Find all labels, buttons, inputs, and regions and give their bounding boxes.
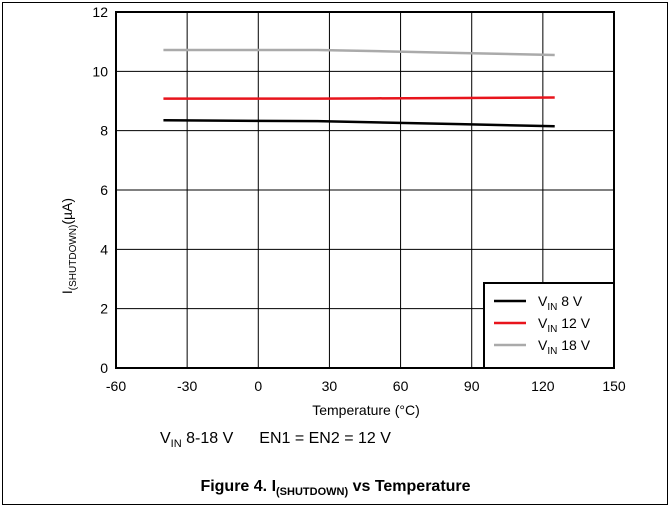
caption-prefix: Figure 4. I	[200, 478, 277, 495]
legend-entry: VIN 12 V	[538, 315, 591, 335]
x-tick-label: 30	[322, 378, 338, 394]
series-line	[163, 48, 555, 57]
vin-condition: VIN 8-18 V	[160, 430, 234, 451]
series-lines	[163, 48, 555, 128]
x-tick-label: 120	[531, 378, 555, 394]
plot-border	[115, 11, 615, 369]
x-tick-label: 150	[602, 378, 626, 394]
y-tick-label: 4	[100, 241, 108, 257]
y-tick-label: 2	[100, 301, 108, 317]
legend-entry: VIN 18 V	[538, 337, 591, 357]
y-axis-label: I(SHUTDOWN)(µA)	[59, 198, 79, 294]
legend-entry-sub: IN	[547, 302, 557, 313]
x-tick-label: 0	[254, 378, 262, 394]
y-tick-label: 12	[92, 4, 108, 20]
legend-entry-main: V	[538, 337, 548, 353]
vin-main: V	[160, 430, 171, 447]
x-axis-label: Temperature (°C)	[312, 402, 420, 418]
legend-box	[483, 282, 615, 369]
legend-entry-sub: IN	[547, 346, 557, 357]
series-line	[163, 119, 555, 128]
legend-entry-rest: 8 V	[557, 293, 583, 309]
y-axis-label-sub: (SHUTDOWN)	[68, 225, 79, 291]
caption-suffix: vs Temperature	[348, 478, 471, 495]
figure-caption: Figure 4. I(SHUTDOWN) vs Temperature	[0, 478, 671, 498]
y-axis-label-main: I	[59, 290, 75, 294]
caption-sub: (SHUTDOWN)	[276, 486, 349, 499]
x-tick-label: -60	[106, 378, 126, 394]
x-tick-label: 60	[393, 378, 409, 394]
y-tick-label: 8	[100, 123, 108, 139]
x-axis-ticks: -60 -30 0 30 60 90 120 150	[106, 378, 626, 394]
y-tick-label: 0	[100, 360, 108, 376]
vin-rest: 8-18 V	[181, 430, 234, 447]
y-tick-label: 6	[100, 182, 108, 198]
x-tick-label: 90	[464, 378, 480, 394]
legend-entry: VIN 8 V	[538, 293, 583, 313]
test-condition: VIN 8-18 V EN1 = EN2 = 12 V	[160, 430, 391, 450]
vin-sub: IN	[170, 438, 182, 451]
legend-entry-main: V	[538, 293, 548, 309]
y-axis-label-unit: (µA)	[59, 198, 75, 225]
enable-condition: EN1 = EN2 = 12 V	[259, 430, 391, 447]
y-axis-ticks: 0 2 4 6 8 10 12	[92, 4, 108, 376]
legend-entry-rest: 18 V	[557, 337, 590, 353]
x-tick-label: -30	[177, 378, 197, 394]
legend-entry-main: V	[538, 315, 548, 331]
legend-entry-rest: 12 V	[557, 315, 590, 331]
y-tick-label: 10	[92, 63, 108, 79]
legend-entry-sub: IN	[547, 324, 557, 335]
series-line	[163, 96, 555, 100]
